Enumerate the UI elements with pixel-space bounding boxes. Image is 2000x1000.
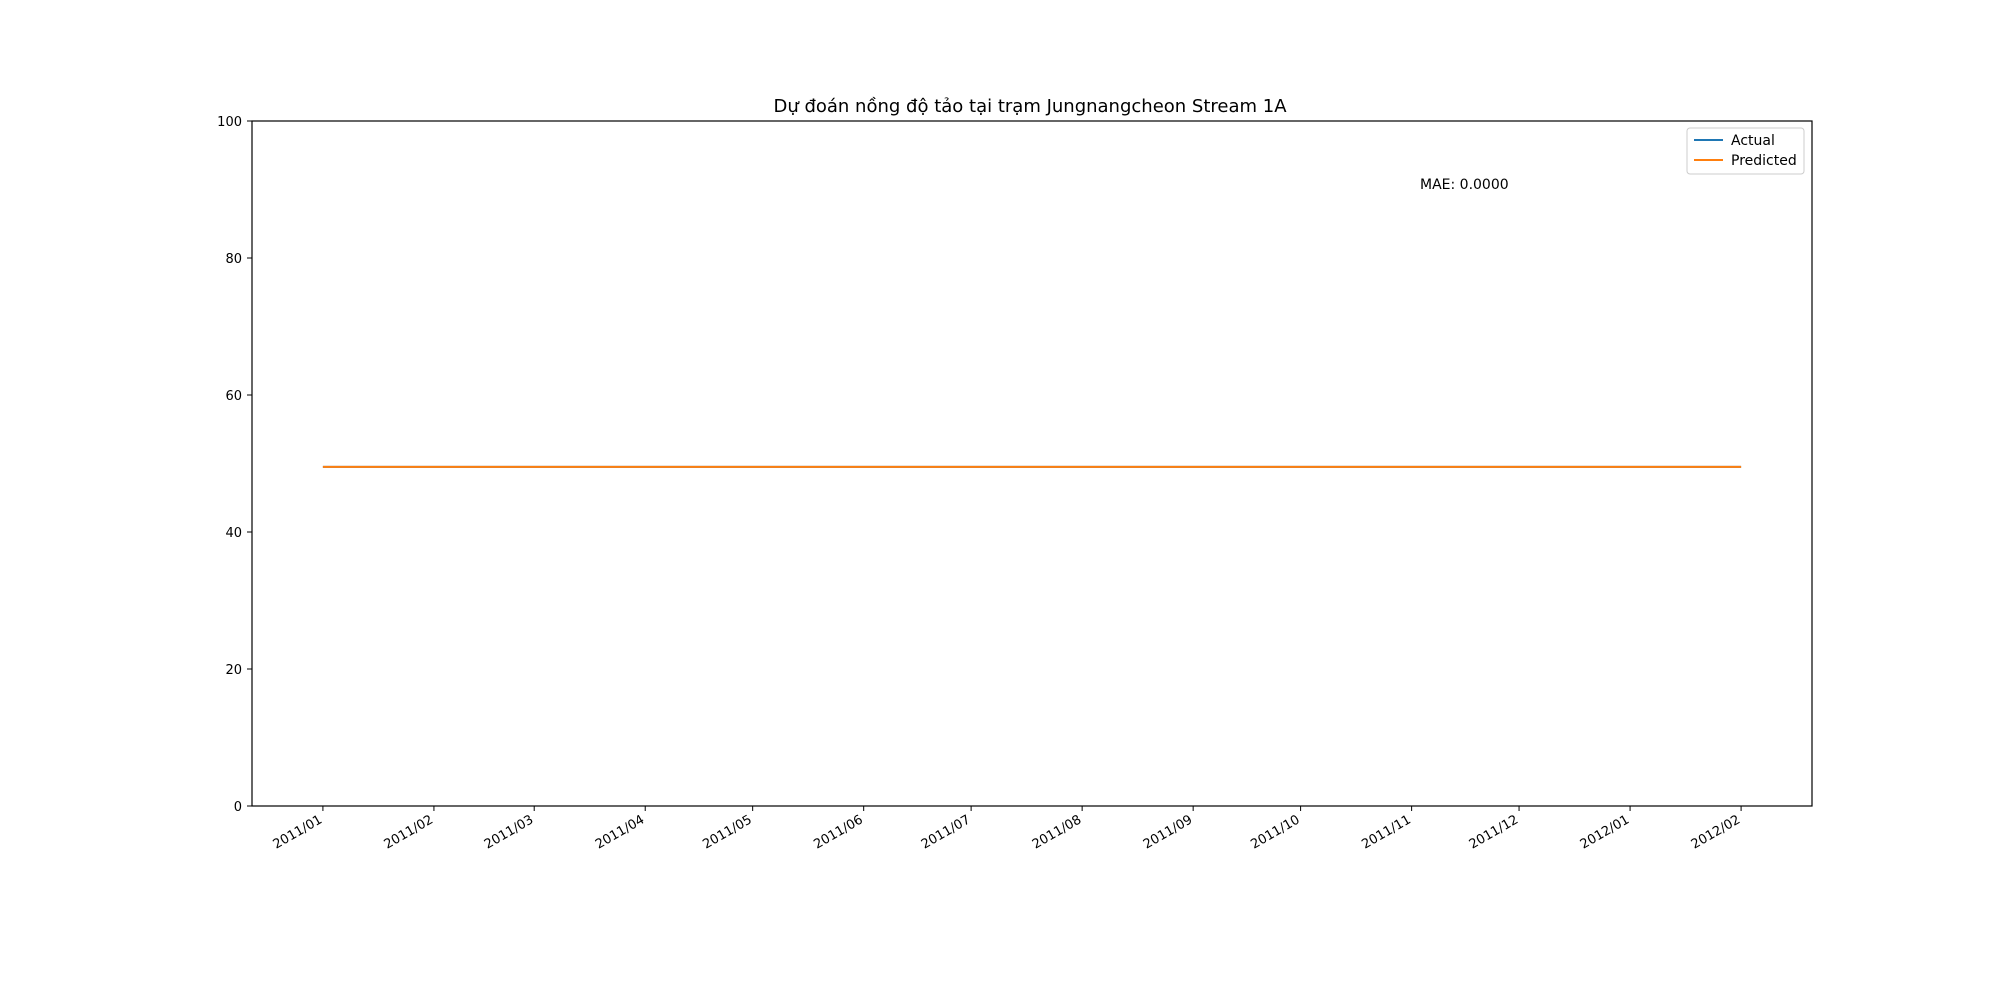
x-tick-label: 2012/01 <box>1578 812 1632 852</box>
x-tick-label: 2012/02 <box>1689 812 1743 852</box>
y-tick-label: 20 <box>225 663 242 678</box>
y-axis: 0 20 40 60 80 100 <box>217 115 252 815</box>
chart-title: Dự đoán nồng độ tảo tại trạm Jungnangche… <box>773 96 1287 117</box>
plot-area <box>252 121 1812 806</box>
y-tick-label: 0 <box>234 800 242 815</box>
x-tick-label: 2011/12 <box>1467 812 1521 852</box>
y-tick-label: 60 <box>225 389 242 404</box>
x-tick-label: 2011/10 <box>1248 812 1302 852</box>
x-tick-label: 2011/03 <box>482 812 536 852</box>
legend-label-predicted: Predicted <box>1731 153 1797 169</box>
x-tick-label: 2011/05 <box>700 812 754 852</box>
mae-annotation: MAE: 0.0000 <box>1420 177 1509 193</box>
x-tick-label: 2011/04 <box>593 812 647 852</box>
y-tick-label: 80 <box>225 252 242 267</box>
x-tick-label: 2011/11 <box>1359 812 1413 852</box>
x-tick-label: 2011/08 <box>1030 812 1084 852</box>
x-tick-label: 2011/01 <box>271 812 325 852</box>
plot-frame <box>251 120 1813 807</box>
x-tick-label: 2011/06 <box>811 812 865 852</box>
legend: Actual Predicted <box>1686 127 1805 175</box>
y-tick-label: 40 <box>225 526 242 541</box>
x-tick-label: 2011/02 <box>382 812 436 852</box>
x-tick-label: 2011/07 <box>919 812 973 852</box>
y-tick-label: 100 <box>217 115 242 130</box>
x-tick-label: 2011/09 <box>1141 812 1195 852</box>
legend-label-actual: Actual <box>1731 133 1775 149</box>
x-axis: 2011/01 2011/02 2011/03 2011/04 2011/05 2011/… <box>271 806 1743 852</box>
